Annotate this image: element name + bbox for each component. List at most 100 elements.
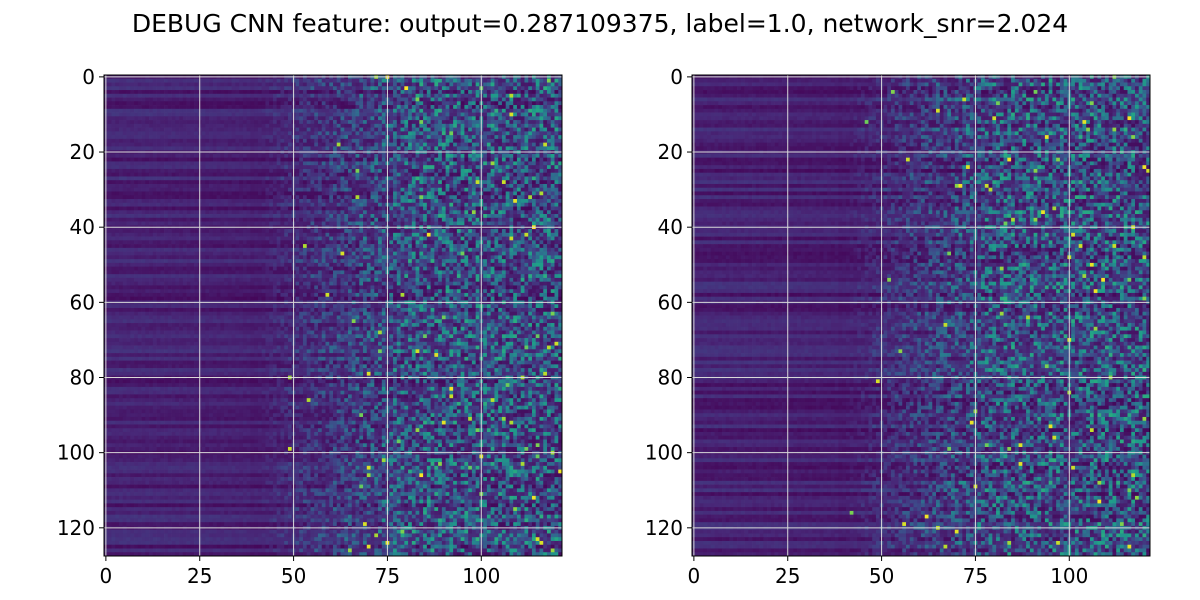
left-heatmap-cell [157, 131, 161, 135]
left-heatmap-cell [464, 180, 468, 184]
left-heatmap-cell [461, 86, 465, 90]
left-heatmap-cell [112, 94, 116, 98]
left-heatmap-cell [112, 86, 116, 90]
left-heatmap-cell [119, 90, 123, 94]
left-heatmap-cell [438, 154, 442, 158]
left-heatmap-cell [539, 158, 543, 162]
left-heatmap-cell [329, 135, 333, 139]
left-heatmap-cell [476, 165, 480, 169]
left-heatmap-cell [356, 124, 360, 128]
left-heatmap-cell [532, 113, 536, 117]
left-heatmap-cell [434, 124, 438, 128]
left-heatmap-cell [318, 188, 322, 192]
left-heatmap-cell [487, 173, 491, 177]
left-heatmap-cell [183, 143, 187, 147]
left-heatmap-cell [416, 176, 420, 180]
left-heatmap-cell [164, 184, 168, 188]
left-heatmap-cell [239, 86, 243, 90]
left-heatmap-cell [487, 154, 491, 158]
left-heatmap-cell [138, 161, 142, 165]
left-heatmap-cell [352, 105, 356, 109]
left-heatmap-cell [303, 120, 307, 124]
left-heatmap-cell [217, 120, 221, 124]
left-heatmap-cell [130, 128, 134, 132]
left-heatmap-cell [145, 124, 149, 128]
left-heatmap-cell [243, 83, 247, 87]
left-heatmap-cell [363, 116, 367, 120]
left-heatmap-cell [243, 165, 247, 169]
left-heatmap-cell [295, 116, 299, 120]
left-heatmap-cell [172, 79, 176, 83]
left-heatmap-cell [464, 143, 468, 147]
left-heatmap-cell [352, 139, 356, 143]
left-heatmap-cell [202, 184, 206, 188]
left-heatmap-cell [389, 169, 393, 173]
left-heatmap-cell [367, 131, 371, 135]
left-heatmap-cell [228, 180, 232, 184]
left-heatmap-cell [322, 90, 326, 94]
left-heatmap-cell [247, 94, 251, 98]
left-heatmap-cell [532, 131, 536, 135]
left-heatmap-cell [521, 146, 525, 150]
left-heatmap-cell [115, 139, 119, 143]
left-heatmap-cell [393, 131, 397, 135]
left-heatmap-cell [341, 158, 345, 162]
left-heatmap-cell [494, 131, 498, 135]
left-heatmap-cell [513, 131, 517, 135]
left-heatmap-cell [288, 79, 292, 83]
left-heatmap-cell [438, 79, 442, 83]
left-heatmap-cell [262, 146, 266, 150]
left-heatmap-cell [217, 94, 221, 98]
left-heatmap-cell [408, 83, 412, 87]
left-heatmap-cell [134, 135, 138, 139]
left-heatmap-cell [419, 101, 423, 105]
left-heatmap-cell [438, 109, 442, 113]
left-heatmap-cell [551, 124, 555, 128]
left-heatmap-cell [209, 105, 213, 109]
left-heatmap-cell [172, 101, 176, 105]
left-heatmap-cell [356, 83, 360, 87]
left-heatmap-cell [295, 94, 299, 98]
left-heatmap-cell [228, 154, 232, 158]
left-heatmap-cell [145, 94, 149, 98]
left-heatmap-cell [393, 176, 397, 180]
left-heatmap-cell [273, 176, 277, 180]
left-heatmap-cell [404, 165, 408, 169]
left-heatmap-cell [509, 79, 513, 83]
left-heatmap-cell [224, 94, 228, 98]
left-heatmap-cell [187, 94, 191, 98]
left-heatmap-cell [487, 124, 491, 128]
left-heatmap-cell [307, 188, 311, 192]
left-heatmap-cell [547, 90, 551, 94]
left-heatmap-cell [280, 139, 284, 143]
left-heatmap-cell [157, 176, 161, 180]
left-heatmap-cell [273, 86, 277, 90]
left-heatmap-cell [284, 169, 288, 173]
left-heatmap-cell [262, 158, 266, 162]
left-heatmap-cell [157, 120, 161, 124]
left-heatmap-cell [374, 94, 378, 98]
left-heatmap-cell [547, 116, 551, 120]
left-heatmap-cell [239, 98, 243, 102]
left-heatmap-cell [453, 143, 457, 147]
left-heatmap-cell [461, 143, 465, 147]
left-heatmap-cell [217, 116, 221, 120]
left-heatmap-cell [187, 86, 191, 90]
left-heatmap-cell [483, 86, 487, 90]
left-heatmap-cell [269, 146, 273, 150]
left-heatmap-cell [442, 124, 446, 128]
left-heatmap-cell [145, 169, 149, 173]
left-heatmap-cell [288, 101, 292, 105]
left-heatmap-cell [506, 184, 510, 188]
left-heatmap-cell [329, 124, 333, 128]
left-heatmap-cell [127, 173, 131, 177]
left-heatmap-cell [243, 173, 247, 177]
left-heatmap-cell [554, 176, 558, 180]
left-heatmap-cell [423, 131, 427, 135]
left-heatmap-cell [341, 165, 345, 169]
left-heatmap-cell [295, 113, 299, 117]
left-heatmap-cell [179, 86, 183, 90]
left-heatmap-cell [205, 105, 209, 109]
left-heatmap-cell [434, 158, 438, 162]
left-heatmap-cell [232, 94, 236, 98]
